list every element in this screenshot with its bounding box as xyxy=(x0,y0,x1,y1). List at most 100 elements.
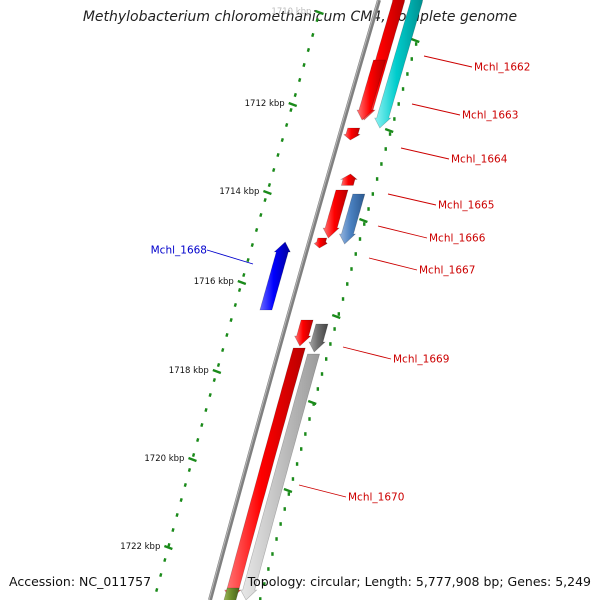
gene-label-leader xyxy=(377,225,428,239)
gene-label: Mchl_1664 xyxy=(451,154,508,166)
kbp-minor-tick xyxy=(179,497,183,503)
kbp-minor-tick-inner xyxy=(350,267,353,271)
kbp-minor-tick-inner xyxy=(375,177,379,181)
forward-cds-arrow xyxy=(356,59,386,121)
kbp-minor-tick-inner xyxy=(367,207,370,211)
kbp-major-tick xyxy=(315,9,324,16)
kbp-minor-tick xyxy=(259,212,263,218)
kbp-minor-tick-inner xyxy=(279,522,282,526)
gene-label: Mchl_1668 xyxy=(151,245,207,257)
kbp-minor-tick-inner xyxy=(316,387,320,391)
kbp-label: 1716 kbp xyxy=(194,277,234,287)
kbp-major-tick xyxy=(262,189,272,196)
kbp-minor-tick-inner xyxy=(271,552,274,556)
kbp-minor-tick-inner xyxy=(337,312,341,316)
feature-arrows xyxy=(223,0,424,600)
kbp-minor-tick-inner xyxy=(291,477,295,481)
feature-labels: Mchl_1662 Mchl_1663 Mchl_1664 Mchl_1665 Mchl… xyxy=(151,55,530,504)
kbp-minor-tick-inner xyxy=(346,282,349,286)
kbp-minor-tick xyxy=(212,377,216,383)
gene-label: Mchl_1667 xyxy=(419,265,475,277)
kbp-minor-tick xyxy=(196,437,200,443)
kbp-minor-tick xyxy=(237,287,242,293)
gene-label-leader xyxy=(298,484,347,498)
cyan-feature-arrow xyxy=(374,0,424,129)
kbp-minor-tick-inner xyxy=(324,357,328,361)
kbp-minor-tick xyxy=(254,227,259,233)
kbp-minor-tick-inner xyxy=(406,72,409,76)
kbp-minor-tick-inner xyxy=(287,492,291,496)
kbp-minor-tick-inner xyxy=(414,42,418,46)
kbp-minor-tick xyxy=(200,422,204,428)
kbp-minor-tick-inner xyxy=(384,147,387,151)
kbp-minor-tick-inner xyxy=(329,342,332,346)
kbp-major-tick-inner xyxy=(331,313,341,320)
gene-label-leader xyxy=(400,147,450,160)
kbp-minor-tick xyxy=(167,542,171,548)
olive-feature-arrow xyxy=(223,587,240,600)
gene-label-leader xyxy=(387,193,437,206)
kbp-label: 1718 kbp xyxy=(169,366,209,376)
kbp-minor-tick xyxy=(276,152,280,158)
forward-cds-arrow xyxy=(224,347,306,600)
kbp-minor-tick xyxy=(242,272,246,278)
gene-label-leader xyxy=(423,55,473,68)
kbp-minor-tick xyxy=(183,482,187,488)
gene-label: Mchl_1669 xyxy=(393,354,449,366)
kbp-minor-tick xyxy=(302,62,306,68)
kbp-minor-tick xyxy=(315,17,319,23)
genome-backbone-highlight xyxy=(208,0,379,600)
kbp-minor-tick-inner xyxy=(380,162,383,166)
kbp-major-tick-inner xyxy=(283,487,293,494)
kbp-major-tick xyxy=(288,101,298,108)
kbp-minor-tick-inner xyxy=(308,417,311,421)
kbp-minor-tick-inner xyxy=(410,57,413,61)
kbp-minor-tick xyxy=(306,47,311,53)
gene-label-leader xyxy=(411,103,461,116)
reverse-cds-arrow xyxy=(259,241,291,311)
steelblue-feature-arrow xyxy=(338,193,366,245)
kbp-minor-tick xyxy=(250,242,254,248)
kbp-minor-tick xyxy=(280,137,284,143)
kbp-minor-tick xyxy=(221,347,225,353)
kbp-minor-tick xyxy=(191,452,196,458)
forward-cds-arrow xyxy=(294,319,314,347)
forward-cds-arrow xyxy=(339,173,358,186)
gene-label-leader xyxy=(206,249,254,265)
kbp-minor-tick xyxy=(225,332,229,338)
kbp-label: 1720 kbp xyxy=(144,454,184,464)
kbp-minor-tick-inner xyxy=(388,132,392,136)
genome-backbone xyxy=(208,0,381,600)
accession-label: Accession: NC_011757 xyxy=(9,574,152,589)
kbp-minor-tick-inner xyxy=(283,507,286,511)
kbp-major-tick xyxy=(188,456,197,463)
kbp-minor-tick xyxy=(163,557,167,563)
kbp-minor-tick-inner xyxy=(333,327,336,331)
kbp-minor-tick-inner xyxy=(300,447,303,451)
kbp-minor-tick xyxy=(204,407,208,413)
kbp-minor-tick xyxy=(229,317,233,323)
kbp-minor-tick xyxy=(263,197,267,203)
kbp-label: 1712 kbp xyxy=(245,99,285,109)
kbp-minor-tick-inner xyxy=(358,237,362,241)
kbp-minor-tick-inner xyxy=(354,252,357,256)
kbp-minor-tick-inner xyxy=(393,117,396,121)
kbp-minor-tick-inner xyxy=(263,582,266,586)
kbp-minor-tick xyxy=(171,527,175,533)
kbp-minor-tick xyxy=(175,512,179,518)
genome-summary: Topology: circular; Length: 5,777,908 bp… xyxy=(247,574,591,589)
kbp-label: 1722 kbp xyxy=(120,542,160,552)
gene-label: Mchl_1666 xyxy=(429,233,486,245)
kbp-label: 1710 kbp xyxy=(271,7,311,17)
gene-label: Mchl_1670 xyxy=(348,492,404,504)
kbp-minor-tick-dots xyxy=(155,17,418,600)
darkgray-feature-arrow xyxy=(308,323,329,353)
kbp-minor-tick-inner xyxy=(401,87,405,91)
kbp-minor-tick xyxy=(216,362,221,368)
kbp-minor-tick-inner xyxy=(295,462,299,466)
kbp-minor-tick-inner xyxy=(267,567,270,571)
kbp-minor-tick xyxy=(298,77,302,83)
forward-cds-arrow xyxy=(322,189,349,239)
